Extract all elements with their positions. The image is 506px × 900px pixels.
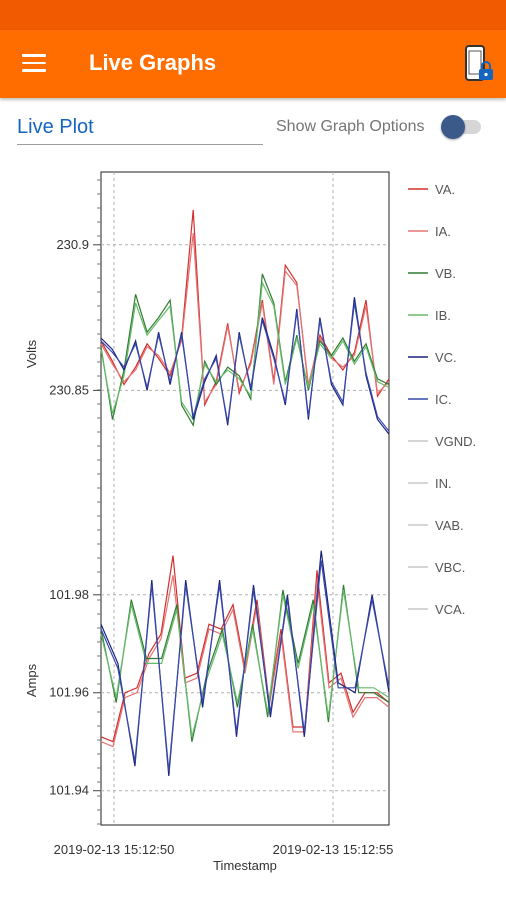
y-tick-label: 101.94 bbox=[49, 783, 89, 798]
series-line bbox=[100, 233, 390, 404]
page-title: Live Graphs bbox=[89, 50, 217, 75]
series-line bbox=[100, 280, 390, 422]
y-tick-label: 101.98 bbox=[49, 587, 89, 602]
x-tick-label: 2019-02-13 15:12:55 bbox=[273, 842, 394, 857]
legend-label: VC. bbox=[435, 350, 457, 365]
graph-options-label: Show Graph Options bbox=[276, 118, 425, 135]
live-chart: 230.85 230.9 Volts 101.94 101.96 101.98 Amps 20… bbox=[24, 171, 476, 873]
x-axis-title: Timestamp bbox=[213, 858, 277, 873]
status-bar bbox=[0, 0, 506, 30]
plot-type-dropdown[interactable]: Live Plot bbox=[17, 112, 263, 145]
y-axis-title: Amps bbox=[24, 663, 39, 697]
graph-options-toggle[interactable] bbox=[441, 115, 481, 139]
legend-label: IB. bbox=[435, 308, 451, 323]
plot-frame bbox=[100, 171, 390, 826]
legend-label: IA. bbox=[435, 224, 451, 239]
y-tick-label: 230.85 bbox=[49, 382, 89, 397]
legend-label: VA. bbox=[435, 182, 455, 197]
series-line bbox=[100, 302, 390, 432]
legend-label: IC. bbox=[435, 392, 452, 407]
x-tick-label: 2019-02-13 15:12:50 bbox=[54, 842, 175, 857]
y-tick-label: 230.9 bbox=[56, 237, 89, 252]
legend-label: VBC. bbox=[435, 560, 465, 575]
series-line bbox=[100, 560, 390, 772]
y-axis-title: Volts bbox=[24, 339, 39, 368]
legend-label: VAB. bbox=[435, 518, 464, 533]
graph-controls: Live Plot Show Graph Options bbox=[0, 98, 506, 158]
hamburger-menu-icon[interactable] bbox=[22, 54, 46, 72]
app-bar: Live Graphs bbox=[0, 30, 506, 98]
legend-label: VCA. bbox=[435, 602, 465, 617]
y-tick-label: 101.96 bbox=[49, 685, 89, 700]
legend-label: VGND. bbox=[435, 434, 476, 449]
phone-lock-icon[interactable] bbox=[462, 44, 498, 86]
legend-label: IN. bbox=[435, 476, 452, 491]
legend-label: VB. bbox=[435, 266, 456, 281]
